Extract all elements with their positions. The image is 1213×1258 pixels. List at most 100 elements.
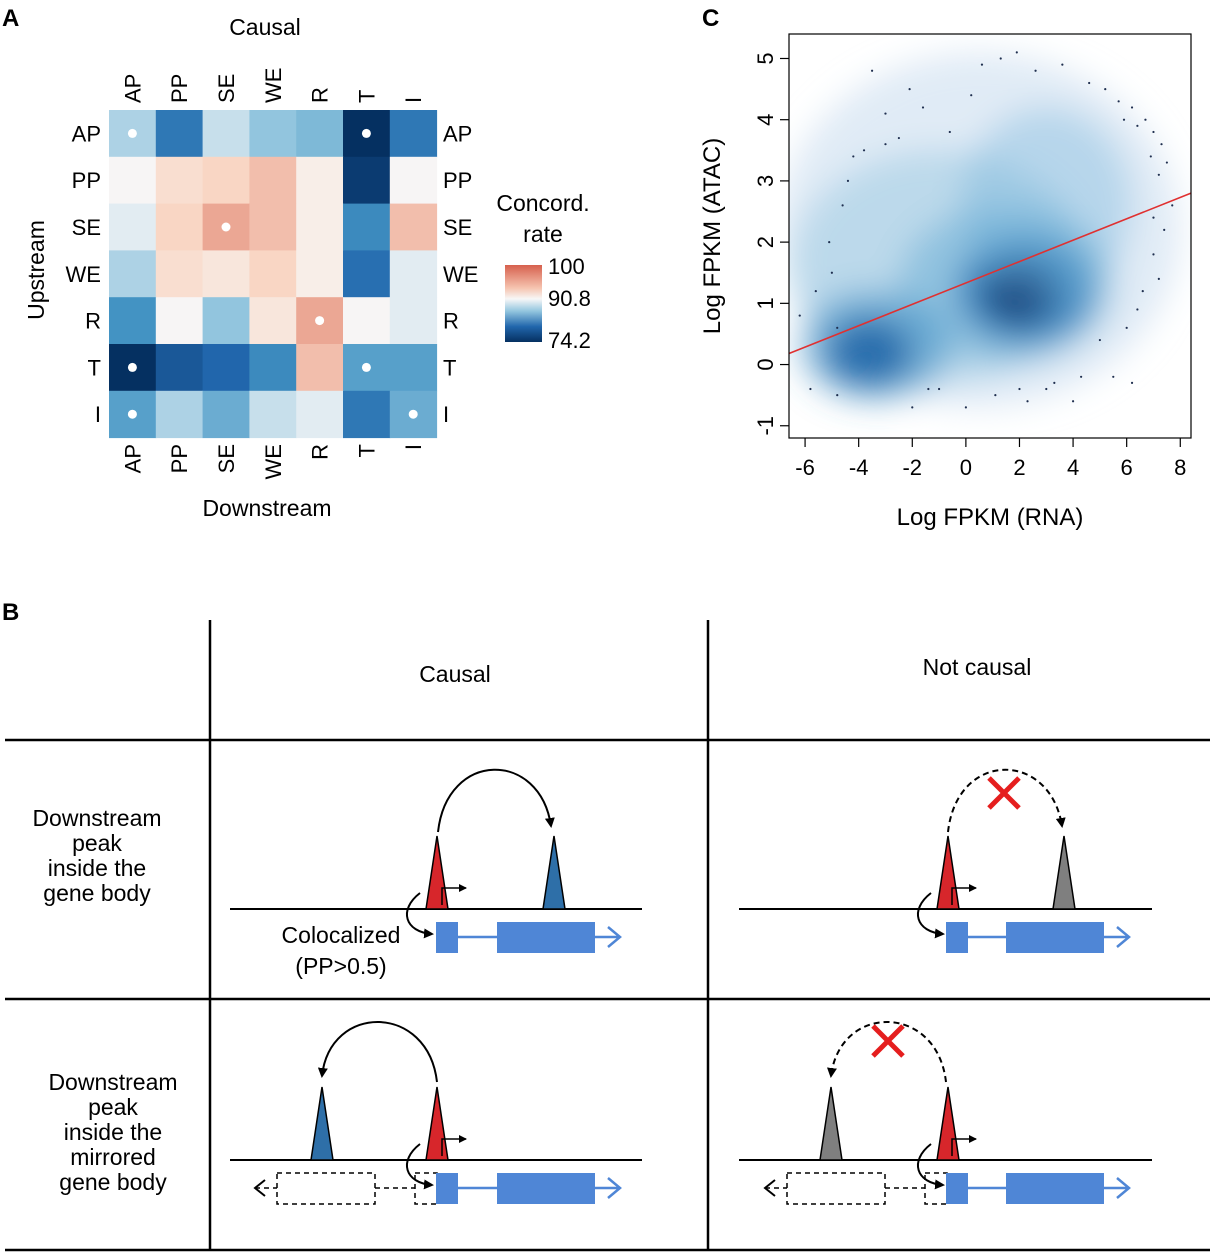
row-label-right: R [443,309,459,334]
heatmap-cell [109,297,157,345]
y-tick-label: -1 [753,416,778,436]
outlier-point [1144,118,1147,121]
column-label-top: SE [214,74,239,103]
tss-arrow [951,884,977,905]
heatmap-cell [389,203,438,251]
density-blob [826,318,913,386]
heatmap-cell [389,110,438,158]
gene-model [436,1173,622,1204]
row-label-right: WE [443,262,478,287]
x-tick-label: 0 [960,455,972,480]
outlier-point [1157,277,1160,280]
mirrored-exon-small [924,1172,948,1205]
heatmap-left-labels: AP PP SE WE RTI [66,121,101,427]
outlier-point [921,106,925,109]
heatmap-cell [296,110,344,158]
heatmap-cell [249,344,297,392]
causal-peak-red [425,1086,449,1161]
outlier-point [1136,308,1139,311]
gene-exon-large [497,1173,595,1204]
x-tick-label: 4 [1067,455,1079,480]
outlier-point [798,314,801,317]
x-axis: -6 -4 -2 0 2 4 6 8 [795,438,1186,480]
density-blob [960,107,1133,304]
outlier-point [1165,161,1168,164]
heatmap-top-labels: AP PP SE WE R T I [120,68,426,103]
scatter-frame [788,33,1192,439]
outlier-point [870,69,874,72]
outlier-point [970,94,973,97]
outlier-point [1152,253,1155,256]
outlier-point [884,112,887,115]
heatmap-cell [343,390,391,439]
gene-direction-arrow [1104,1177,1131,1199]
outlier-point [927,387,930,391]
row-label-right: SE [443,215,472,240]
y-tick-label: 4 [753,114,778,126]
outlier-point [814,289,817,293]
outlier-point [980,63,984,66]
heatmap-cell [202,297,250,345]
heatmap-cell [389,250,438,298]
outlier-point [1130,381,1134,385]
y-tick-label: 0 [753,358,778,370]
outlier-point [1061,63,1064,66]
column-label-bottom: T [354,444,379,457]
legend-title-line2: rate [523,221,563,247]
column-label-bottom: SE [214,444,239,473]
outlier-point [1071,400,1075,403]
outlier-point [999,57,1002,60]
heatmap-cell [249,250,297,298]
heatmap-cell [296,390,344,439]
colocalized-arrow [406,1143,434,1190]
row-label-right: AP [443,121,472,146]
outlier-point [809,387,812,391]
outlier-point [884,143,887,146]
row-label-left: PP [72,168,101,193]
column-label-top: AP [120,74,145,103]
row1-line4: gene body [43,880,151,906]
column-label-bottom: R [308,444,333,460]
colocalized-label: Colocalized [282,922,401,948]
column-label-bottom: AP [120,444,145,473]
outlier-point [1149,155,1152,158]
gene-model [946,922,1131,953]
x-tick-label: -6 [795,455,815,480]
heatmap-cell [202,250,250,298]
row-label-left: WE [66,262,101,287]
heatmap-cell [249,203,297,251]
gene-exon-small [946,922,968,953]
colocalized-arrow [406,892,434,939]
outlier-point [1080,375,1083,378]
gene-exon-small [436,922,458,953]
heatmap-cell [155,297,204,345]
gene-direction-arrow [1104,926,1131,948]
tss-arrow [441,1135,467,1156]
row2-line4: mirrored [70,1144,156,1170]
heatmap-cell [109,156,157,205]
heatmap-right-labels: AP PP SE WE RTI [443,121,478,427]
heatmap-cell [155,250,204,298]
mirrored-exon-large [786,1172,886,1205]
outlier-point [1026,400,1029,403]
heatmap-cell [389,297,438,345]
heatmap-dots [127,128,418,419]
heatmap-cell [296,203,344,251]
outlier-point [1088,81,1091,85]
causal-peak-red [936,1086,960,1161]
y-axis-label: Log FPKM (ATAC) [699,138,726,334]
x-tick-label: 2 [1013,455,1025,480]
x-tick-label: 6 [1121,455,1133,480]
outlier-point [1045,387,1048,391]
y-tick-label: 3 [753,175,778,187]
heatmap-cell [249,297,297,345]
column-label-top: T [354,90,379,103]
heatmap-cell [155,156,204,205]
outlier-point [948,130,951,134]
outlier-point [1018,387,1021,391]
heatmap-cell [249,110,297,158]
significance-dot [127,362,137,372]
outlier-point [1160,143,1163,146]
legend-tick-mid: 90.8 [548,286,591,311]
